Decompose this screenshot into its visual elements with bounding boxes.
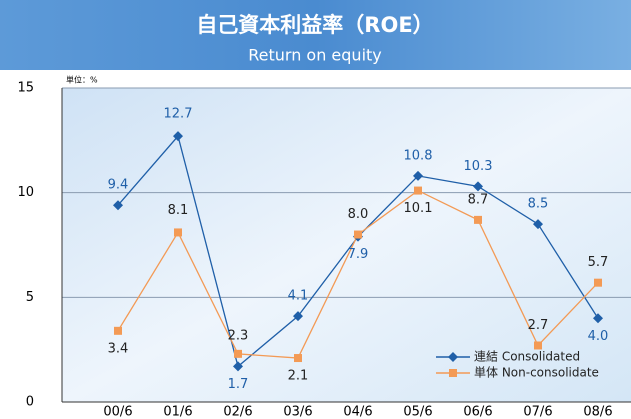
point-marker (594, 278, 602, 287)
data-label: 8.0 (348, 207, 369, 222)
data-label: 8.1 (168, 203, 189, 218)
data-label: 1.7 (228, 377, 249, 392)
plot-area (62, 88, 631, 402)
data-label: 8.5 (528, 197, 549, 212)
point-marker (114, 326, 122, 335)
unit-label: 単位：% (66, 75, 98, 85)
legend-label: 単体 Non-consolidate (474, 366, 599, 380)
point-marker (233, 361, 243, 372)
point-marker (174, 228, 182, 237)
data-label: 8.7 (468, 192, 489, 207)
chart-title: 自己資本利益率（ROE） (196, 13, 433, 37)
point-marker (414, 186, 422, 195)
header-band (0, 0, 631, 70)
point-marker (533, 219, 543, 230)
y-tick-label: 5 (26, 290, 34, 305)
point-marker (413, 170, 423, 181)
legend-marker (449, 369, 457, 377)
data-label: 2.1 (288, 369, 309, 384)
point-marker (113, 200, 123, 211)
data-label: 2.7 (528, 318, 549, 333)
x-tick-label: 01/6 (163, 405, 192, 419)
data-label: 12.7 (164, 107, 193, 122)
legend-marker (448, 352, 458, 362)
x-tick-label: 05/6 (403, 405, 432, 419)
point-marker (473, 181, 483, 192)
data-label: 7.9 (348, 247, 369, 262)
data-label: 2.3 (228, 328, 249, 343)
x-tick-label: 02/6 (223, 405, 252, 419)
x-tick-label: 08/6 (583, 405, 612, 419)
x-tick-label: 03/6 (283, 405, 312, 419)
data-label: 10.8 (404, 148, 433, 163)
point-marker (294, 354, 302, 363)
point-marker (534, 341, 542, 350)
x-tick-label: 00/6 (103, 405, 132, 419)
point-marker (173, 131, 183, 142)
point-marker (593, 313, 603, 324)
y-tick-label: 15 (17, 81, 34, 96)
legend-label: 連結 Consolidated (474, 350, 580, 364)
data-label: 3.4 (108, 341, 129, 356)
point-marker (293, 311, 303, 322)
data-label: 9.4 (108, 178, 129, 193)
data-label: 4.0 (588, 329, 609, 344)
data-label: 10.3 (464, 159, 493, 174)
point-marker (354, 230, 362, 239)
x-tick-label: 07/6 (523, 405, 552, 419)
y-tick-label: 10 (17, 185, 34, 200)
x-tick-label: 04/6 (343, 405, 372, 419)
x-tick-label: 06/6 (463, 405, 492, 419)
point-marker (234, 349, 242, 358)
y-tick-label: 0 (26, 395, 34, 410)
data-label: 10.1 (404, 201, 433, 216)
point-marker (474, 215, 482, 224)
data-label: 4.1 (288, 289, 309, 304)
chart-subtitle: Return on equity (248, 46, 382, 65)
data-label: 5.7 (588, 255, 609, 270)
